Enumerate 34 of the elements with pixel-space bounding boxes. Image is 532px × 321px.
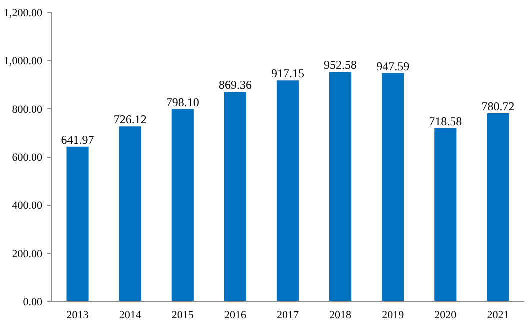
- bar: [119, 126, 142, 302]
- bar: [172, 109, 194, 302]
- x-tick-label: 2019: [382, 310, 405, 321]
- x-tick-label: 2017: [277, 310, 300, 321]
- y-tick-label: 800.00: [12, 104, 43, 116]
- y-tick-label: 0.00: [23, 296, 43, 308]
- data-label: 718.58: [429, 114, 462, 128]
- data-label: 952.58: [324, 58, 358, 72]
- data-label: 917.15: [272, 66, 304, 81]
- x-tick-label: 2018: [330, 310, 352, 321]
- y-tick-label: 1,000.00: [4, 56, 43, 68]
- x-tick-label: 2020: [434, 310, 458, 321]
- bar: [224, 92, 246, 302]
- data-label: 641.97: [61, 132, 94, 147]
- bar: [434, 128, 457, 302]
- bar: [487, 113, 510, 302]
- data-label: 726.12: [114, 112, 147, 127]
- x-tick-label: 2016: [224, 310, 247, 321]
- y-tick-label: 1,200.00: [4, 8, 43, 20]
- data-label: 798.10: [166, 95, 200, 110]
- bar: [382, 73, 404, 302]
- x-tick-label: 2015: [172, 310, 194, 321]
- data-label: 869.36: [218, 78, 252, 92]
- bar: [66, 146, 89, 302]
- data-label: 780.72: [482, 99, 515, 114]
- y-tick-label: 200.00: [12, 248, 43, 260]
- x-tick-label: 2013: [66, 310, 90, 321]
- x-tick-label: 2021: [487, 310, 510, 321]
- data-label: 947.59: [376, 59, 410, 74]
- y-tick-label: 400.00: [12, 200, 43, 212]
- y-tick-label: 600.00: [12, 152, 43, 164]
- x-tick-label: 2014: [119, 310, 142, 321]
- bar: [276, 80, 300, 302]
- bar: [330, 72, 352, 302]
